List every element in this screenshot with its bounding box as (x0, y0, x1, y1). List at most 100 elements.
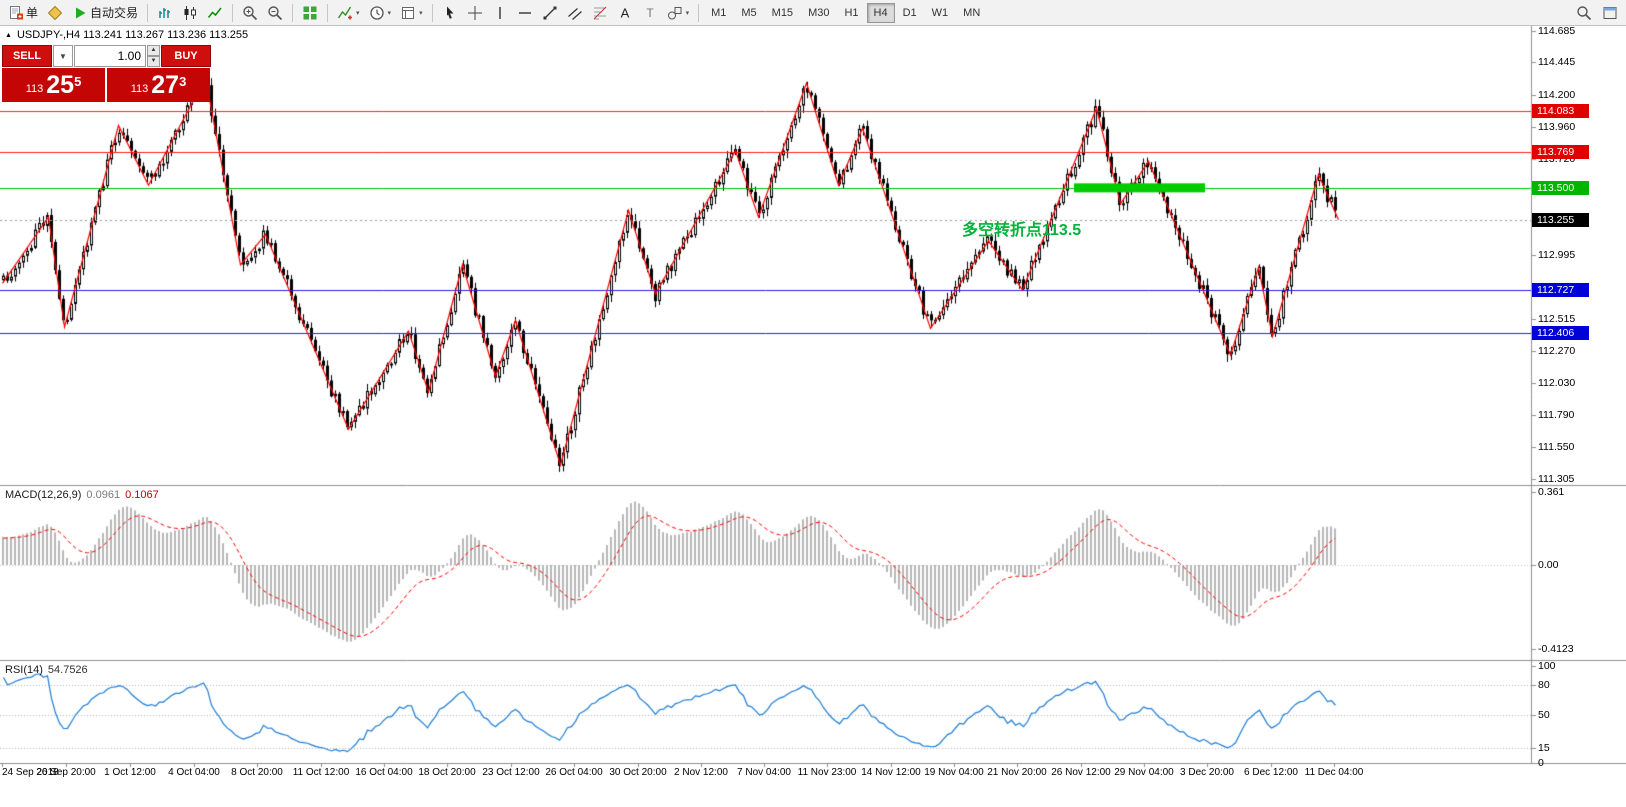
timeframe-H4[interactable]: H4 (866, 2, 895, 23)
expand-icon (1602, 5, 1618, 21)
trade-widget-price-row: 113 25 5 113 27 3 (2, 68, 211, 102)
time-axis-label: 2 Nov 12:00 (674, 767, 728, 778)
text-label-button[interactable]: T (638, 2, 662, 24)
shapes-icon (667, 5, 683, 21)
price-axis-label: 112.270 (1538, 345, 1576, 357)
level-price-badge: 113.769 (1532, 145, 1589, 160)
line-chart-button[interactable] (203, 2, 227, 24)
trendline-button[interactable] (538, 2, 562, 24)
periods-button[interactable]: ▾ (365, 2, 396, 24)
fibonacci-button[interactable] (588, 2, 612, 24)
time-axis-label: 14 Nov 12:00 (861, 767, 921, 778)
play-icon (72, 5, 88, 21)
zoom-out-button[interactable] (263, 2, 287, 24)
template-icon (400, 5, 416, 21)
rsi-axis-label: 100 (1538, 660, 1556, 672)
time-axis-label: 24 Sep 2018 (2, 767, 59, 778)
price-axis-label: 112.995 (1538, 248, 1576, 261)
tile-icon (302, 5, 318, 21)
templates-button[interactable]: ▾ (396, 2, 427, 24)
price-axis-label: 114.445 (1538, 56, 1576, 69)
chart-canvas[interactable] (0, 26, 1626, 807)
timeframe-M5[interactable]: M5 (741, 6, 757, 19)
volume-input[interactable] (74, 45, 146, 67)
line-icon (207, 5, 223, 21)
time-axis-label: 26 Oct 04:00 (545, 767, 603, 778)
rsi-axis-label: 15 (1538, 742, 1550, 755)
time-axis[interactable]: 24 Sep 2018 26 Sep 20:00 1 Oct 12:00 4 Oct … (0, 767, 1626, 783)
text-button[interactable]: A (613, 2, 637, 24)
macd-signal-value: 0.1067 (125, 489, 159, 501)
fibo-icon (592, 5, 608, 21)
zoom-in-button[interactable] (238, 2, 262, 24)
rsi-value: 54.7526 (47, 664, 88, 676)
price-axis-label: 113.960 (1538, 120, 1576, 133)
vertical-line-button[interactable] (488, 2, 512, 24)
level-price-badge: 113.500 (1532, 180, 1589, 195)
timeframe-M15[interactable]: M15 (771, 6, 794, 19)
sell-price-box[interactable]: 113 25 5 (2, 68, 105, 102)
candlestick-chart-button[interactable] (178, 2, 202, 24)
cursor-button[interactable] (438, 2, 462, 24)
svg-text:T: T (646, 6, 654, 20)
new-order-button[interactable]: 单 (4, 2, 42, 24)
stepper-down-icon[interactable]: ▼ (147, 56, 160, 67)
volume-stepper: ▲ ▼ (147, 45, 160, 67)
time-axis-label: 30 Oct 20:00 (609, 767, 667, 778)
price-axis-label: 111.305 (1538, 473, 1575, 486)
rsi-name: RSI(14) (5, 664, 43, 676)
new-order-button-label: 单 (26, 6, 39, 20)
caret-down-icon: ▾ (387, 9, 392, 17)
chart-annotation: 多空转折点113.5 (962, 222, 1082, 239)
symbol-header: ▲ USDJPY-,H4 113.241 113.267 113.236 113… (5, 29, 248, 41)
bar-chart-button[interactable] (153, 2, 177, 24)
sell-price-sup: 5 (74, 73, 82, 89)
timeframe-M1[interactable]: M1 (711, 6, 727, 19)
trend-icon (542, 5, 558, 21)
buy-price-box[interactable]: 113 27 3 (107, 68, 210, 102)
channel-icon (567, 5, 583, 21)
indicators-button[interactable]: ▾ (333, 2, 364, 24)
volume-dropdown[interactable]: ▼ (53, 45, 73, 67)
stepper-up-icon[interactable]: ▲ (147, 45, 160, 56)
equidistant-channel-button[interactable] (563, 2, 587, 24)
horizontal-line-button[interactable] (513, 2, 537, 24)
macd-axis-label: 0.361 (1538, 485, 1565, 498)
time-axis-label: 3 Dec 20:00 (1180, 767, 1234, 778)
toolbar-separator (327, 3, 329, 22)
autotrading-button-label: 自动交易 (90, 6, 139, 20)
buy-button[interactable]: BUY (161, 45, 211, 67)
hline-icon (517, 5, 533, 21)
crosshair-icon (467, 5, 483, 21)
timeframe-H1[interactable]: H1 (844, 6, 859, 19)
cursor-icon (442, 5, 458, 21)
trade-widget-top-row: SELL ▼ ▲ ▼ BUY (2, 45, 211, 67)
rsi-axis-label: 50 (1538, 708, 1550, 721)
buy-price-main: 27 (151, 71, 180, 99)
time-axis-label: 11 Nov 23:00 (797, 767, 857, 778)
time-axis-label: 21 Nov 20:00 (987, 767, 1047, 778)
rsi-axis-label: 0 (1538, 757, 1544, 769)
time-axis-label: 18 Oct 20:00 (418, 767, 476, 778)
timeframe-D1[interactable]: D1 (902, 6, 917, 19)
caret-down-icon: ▾ (419, 9, 423, 17)
price-axis-label: 111.550 (1538, 440, 1575, 453)
autotrading-button[interactable]: 自动交易 (68, 2, 142, 24)
shapes-button[interactable]: ▾ (663, 2, 694, 24)
collapse-triangle-icon[interactable]: ▲ (5, 31, 12, 39)
timeframe-MN[interactable]: MN (963, 6, 981, 19)
level-price-badge: 114.083 (1532, 103, 1589, 118)
crosshair-button[interactable] (463, 2, 487, 24)
level-price-badge: 112.727 (1532, 283, 1589, 298)
timeframe-W1[interactable]: W1 (931, 6, 949, 19)
tile-windows-button[interactable] (298, 2, 322, 24)
time-axis-label: 6 Dec 12:00 (1244, 767, 1298, 778)
price-axis-label: 114.685 (1538, 24, 1576, 37)
mql-community-button[interactable] (43, 2, 67, 24)
search-button[interactable] (1572, 2, 1596, 24)
macd-axis-label: -0.4123 (1538, 642, 1574, 655)
fullscreen-button[interactable] (1598, 2, 1622, 24)
sell-button[interactable]: SELL (2, 45, 52, 67)
timeframe-M30[interactable]: M30 (808, 6, 830, 19)
time-axis-label: 19 Nov 04:00 (924, 767, 984, 778)
